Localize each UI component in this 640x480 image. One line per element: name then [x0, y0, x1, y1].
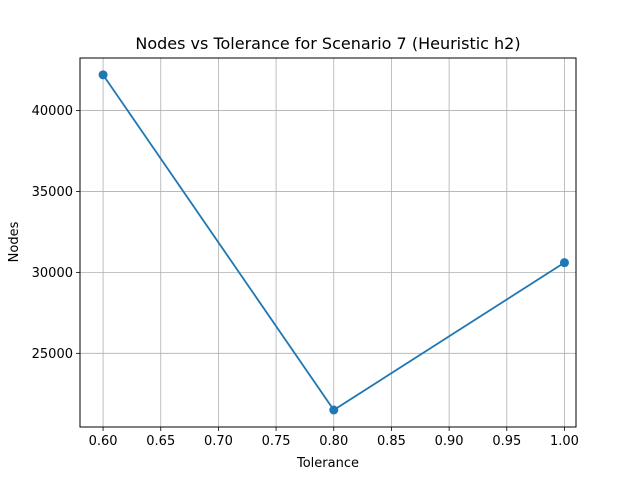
data-point	[329, 405, 339, 415]
x-tick-label: 0.90	[435, 434, 464, 449]
y-tick-label: 40000	[32, 104, 73, 119]
x-axis-ticks: 0.60 0.65 0.70 0.75 0.80 0.85 0.90 0.95 1.00	[89, 427, 579, 449]
plot-frame	[79, 57, 577, 428]
x-tick-label: 0.75	[262, 434, 291, 449]
x-tick-label: 1.00	[550, 434, 579, 449]
x-tick-label: 0.80	[319, 434, 348, 449]
data-point	[559, 258, 569, 268]
series-layer	[98, 70, 569, 415]
y-axis-label: Nodes	[7, 221, 22, 262]
x-tick-label: 0.60	[89, 434, 118, 449]
x-tick-label: 0.95	[492, 434, 521, 449]
y-tick-label: 35000	[32, 185, 73, 200]
y-axis-ticks: 25000 30000 35000 40000	[32, 104, 80, 362]
grid	[80, 58, 576, 427]
x-tick-label: 0.85	[377, 434, 406, 449]
chart-title: Nodes vs Tolerance for Scenario 7 (Heuri…	[135, 34, 520, 53]
y-tick-label: 30000	[32, 266, 73, 281]
x-tick-label: 0.70	[204, 434, 233, 449]
data-point	[98, 70, 108, 80]
x-tick-label: 0.65	[146, 434, 175, 449]
y-tick-label: 25000	[32, 347, 73, 362]
x-axis-label: Tolerance	[296, 456, 359, 471]
